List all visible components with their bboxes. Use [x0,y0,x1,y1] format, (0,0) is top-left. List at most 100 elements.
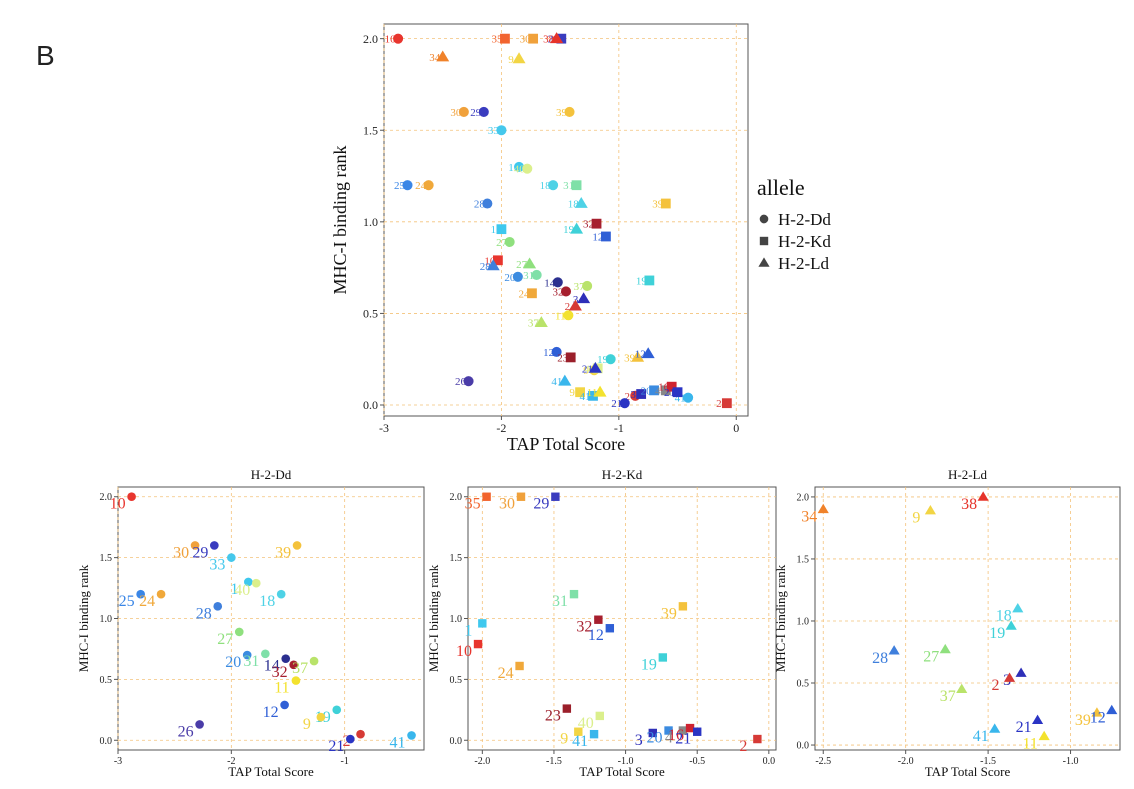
data-point [589,729,599,739]
data-point [648,728,657,738]
data-point [619,398,630,409]
point-label: 31 [523,270,534,282]
data-point [560,286,572,297]
data-point [570,222,584,234]
data-point [924,504,936,515]
data-point [195,720,204,729]
legend-marker [759,236,769,246]
data-point [939,643,951,654]
point-label: 16 [658,382,670,394]
point-label: 20 [504,272,516,284]
data-point [641,347,655,359]
data-point [582,280,593,291]
point-label: 23 [545,708,561,725]
data-point [660,385,671,396]
data-point [513,161,525,172]
data-point [721,398,732,409]
point-label: 37 [292,660,308,677]
data-point [136,589,145,599]
data-point [496,224,507,235]
data-point [565,352,576,363]
data-point [601,231,611,242]
point-label: 14 [264,658,280,675]
point-label: 25 [394,180,406,192]
point-label: 40 [584,363,596,375]
point-label: 10 [110,496,126,513]
data-point [956,683,968,693]
point-label: 2 [343,733,351,750]
x-tick-label: -2 [227,756,235,767]
point-label: 35 [491,34,503,46]
point-label: 4 [655,385,661,397]
facet-panel-h-2-ld: H-2-Ld -2.5 -2.0 -1.5 -1.0 0.0 0.5 1.0 1.5 2.0 TAP… [773,467,1121,779]
data-point [242,650,252,660]
data-point [569,589,579,599]
x-tick-label: -1.0 [618,756,634,767]
point-label: 9 [303,716,311,733]
data-point [575,387,585,398]
data-point [482,492,491,501]
point-label: 27 [496,237,508,249]
point-label: 16 [668,727,684,744]
data-point [423,180,434,191]
data-point [556,33,567,44]
data-point [649,385,659,396]
data-point [678,726,688,735]
point-label: 20 [647,730,663,747]
y-tick-label: 0.5 [450,675,463,686]
facet-panel-h-2-dd: H-2-Dd -3 -2 -1 0.0 0.5 1.0 1.5 2.0 TAP Total Sco… [76,467,425,779]
data-point [571,180,582,191]
data-point [753,734,762,744]
y-axis-label: MHC-I binding rank [76,564,91,672]
data-point [478,619,487,628]
data-point [280,700,289,710]
point-label: 11 [555,310,566,322]
data-point [213,602,223,611]
data-point [516,492,526,501]
legend-label: H-2-Ld [778,254,829,273]
legend-marker [759,214,769,224]
data-point [605,624,615,633]
data-point [658,653,668,662]
data-point [478,106,489,117]
data-point [568,299,582,311]
y-tick-label: 1.0 [450,614,463,625]
point-label: 18 [259,593,275,610]
point-label: 20 [225,654,241,671]
plot-frame [467,486,777,751]
data-point [500,33,510,44]
x-tick-label: -1.0 [1063,756,1079,767]
point-label: 11 [274,680,289,697]
y-tick-label: 1.5 [797,554,810,565]
point-label: 39 [556,107,568,119]
point-label: 34 [429,52,441,64]
point-label: 24 [139,593,155,610]
point-label: 2 [716,398,722,410]
point-label: 35 [465,496,481,513]
x-axis-label: TAP Total Score [925,764,1011,779]
point-label: 12 [592,231,603,243]
point-label: 12 [1090,709,1106,726]
panel-letter: B [36,40,55,71]
point-label: 11 [1022,735,1037,752]
x-axis-label: TAP Total Score [228,764,314,779]
data-point [563,310,574,321]
point-label: 14 [544,277,556,289]
x-tick-label: -2 [496,421,506,435]
data-point [683,392,694,403]
facet-title: H-2-Kd [602,467,643,482]
data-point [672,387,683,398]
data-point [664,726,673,735]
point-label: 24 [498,665,514,682]
point-label: 1 [491,224,497,236]
data-point [512,52,526,64]
data-point [436,50,450,62]
y-tick-label: 0.5 [363,307,378,321]
data-point [309,656,319,666]
main-scatter-panel: -3 -2 -1 0 0.0 0.5 1.0 1.5 2.0 TAP Total Score MHC… [330,23,749,454]
data-point [356,729,365,739]
point-label: 19 [597,354,609,366]
point-label: 31 [563,180,574,192]
point-label: 26 [178,723,194,740]
point-label: 29 [533,496,549,513]
